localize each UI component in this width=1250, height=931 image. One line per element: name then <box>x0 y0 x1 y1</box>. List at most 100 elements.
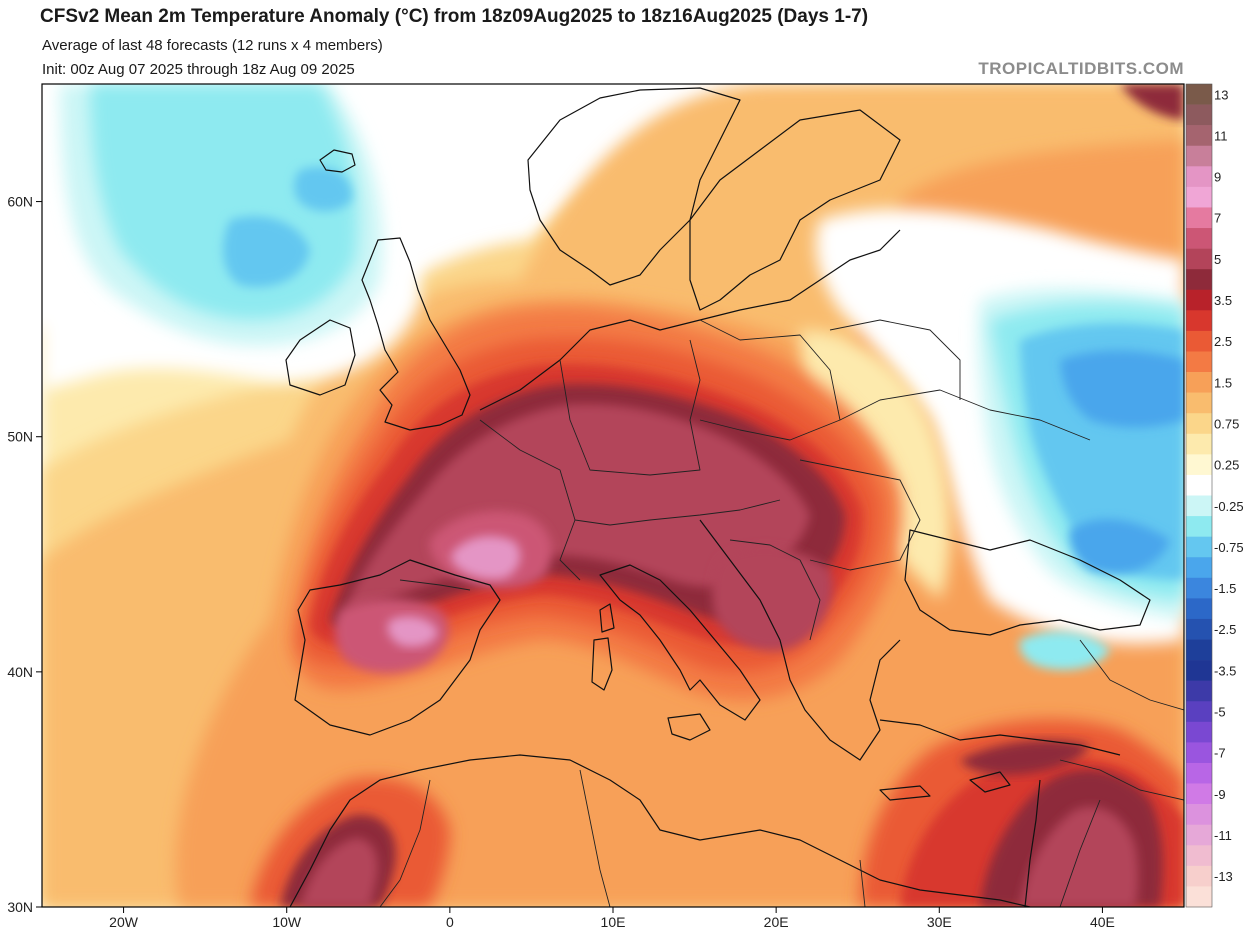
anomaly-zone-moderate-cool-iceland <box>294 166 353 212</box>
colorbar-bin <box>1186 392 1212 414</box>
colorbar-bin <box>1186 413 1212 435</box>
colorbar-bin <box>1186 454 1212 476</box>
colorbar-bin <box>1186 762 1212 784</box>
colorbar-bin <box>1186 639 1212 661</box>
colorbar-bin <box>1186 330 1212 352</box>
colorbar-bin <box>1186 166 1212 188</box>
coastline-sardinia <box>591 637 613 691</box>
anomaly-field <box>42 84 1184 907</box>
colorbar-bin <box>1186 207 1212 229</box>
colorbar-bin <box>1186 289 1212 311</box>
lon-tick-label: 30E <box>927 914 952 930</box>
coastline-italy <box>599 564 761 721</box>
colorbar-label: 11 <box>1214 128 1228 143</box>
coastline-ireland <box>285 319 356 396</box>
map-subtitle: Average of last 48 forecasts (12 runs x … <box>42 37 383 54</box>
border-alps <box>574 499 781 526</box>
map-frame <box>42 84 1184 907</box>
lat-tick-label: 30N <box>7 899 33 915</box>
coastline-cyprus <box>969 771 1011 793</box>
anomaly-zone-extreme-peak-france <box>451 536 521 580</box>
anomaly-zone-hot-turkey <box>960 740 1090 775</box>
colorbar-label: 13 <box>1214 87 1228 102</box>
colorbar-label: 9 <box>1214 170 1221 185</box>
colorbar-bin <box>1186 865 1212 887</box>
lat-tick-label: 60N <box>7 194 33 210</box>
coastline-iceland <box>319 149 356 173</box>
longitude-axis: 20W 10W 0 10E 20E 30E 40E <box>109 907 1115 930</box>
colorbar-bin <box>1186 104 1212 126</box>
init-line: Init: 00z Aug 07 2025 through 18z Aug 09… <box>42 61 355 78</box>
border-syria <box>1059 759 1184 801</box>
colorbar-bin <box>1186 824 1212 846</box>
colorbar-bin <box>1186 145 1212 167</box>
border-germany <box>559 339 701 476</box>
colorbar-label: 5 <box>1214 252 1221 267</box>
colorbar-label: -1.5 <box>1214 581 1236 596</box>
lat-tick-label: 40N <box>7 664 33 680</box>
lon-tick-label: 20W <box>109 914 139 930</box>
colorbar-label: 0.75 <box>1214 416 1239 431</box>
colorbar-bin <box>1186 618 1212 640</box>
colorbar-bin <box>1186 495 1212 517</box>
anomaly-zone-very-hot-morocco <box>300 838 378 907</box>
lon-tick-label: 10E <box>601 914 626 930</box>
colorbar-bin <box>1186 248 1212 270</box>
coastline-turkey-south <box>879 719 1121 756</box>
lon-tick-label: 10W <box>272 914 302 930</box>
colorbar-bin <box>1186 845 1212 867</box>
border-belarus <box>829 319 961 400</box>
national-borders <box>379 319 1184 907</box>
coastline-corsica <box>599 603 615 633</box>
colorbar-label: -0.25 <box>1214 499 1244 514</box>
border-libya-egypt <box>859 859 866 907</box>
colorbar-border <box>1185 83 1213 908</box>
coastline-crete <box>879 785 931 801</box>
header: CFSv2 Mean 2m Temperature Anomaly (°C) f… <box>0 0 1250 84</box>
colorbar-bin <box>1186 680 1212 702</box>
colorbar-bin <box>1186 886 1212 908</box>
colorbar-bin <box>1186 536 1212 558</box>
anomaly-zone-strong-cool-east <box>1060 350 1184 428</box>
lon-tick-label: 40E <box>1090 914 1115 930</box>
anomaly-zone-strong-cool-black-sea <box>1069 519 1170 574</box>
colorbar-bin <box>1186 351 1212 373</box>
colorbar-label: 1.5 <box>1214 375 1232 390</box>
colorbar-bin <box>1186 474 1212 496</box>
colorbar-label: 2.5 <box>1214 334 1232 349</box>
colorbar-label: -7 <box>1214 746 1226 761</box>
border-france-spain <box>399 579 471 591</box>
coastline-great-britain <box>361 237 471 431</box>
coastline-levant <box>1024 779 1041 907</box>
coastlines-and-borders <box>285 87 1184 907</box>
lat-tick-label: 50N <box>7 429 33 445</box>
border-balkans-inner <box>729 539 821 641</box>
colorbar-bin <box>1186 433 1212 455</box>
anomaly-zone-hot-far-northeast <box>1120 84 1184 120</box>
anomaly-zone-extreme-peak-iberia <box>387 616 438 647</box>
border-iraq <box>1059 799 1101 907</box>
lon-tick-label: 0 <box>446 914 454 930</box>
colorbar-bin <box>1186 310 1212 332</box>
colorbar-label: -3.5 <box>1214 663 1236 678</box>
coastline-balkans <box>699 519 901 761</box>
border-turkey-east <box>1079 639 1184 711</box>
colorbar-bin <box>1186 186 1212 208</box>
coastline-black-sea <box>904 529 1151 636</box>
colorbar-label: -5 <box>1214 705 1226 720</box>
colorbar-label: 0.25 <box>1214 458 1239 473</box>
anomaly-zone-very-hot-levant <box>1020 806 1139 907</box>
anomaly-zone-hot-balkans <box>712 547 833 651</box>
colorbar-bin <box>1186 125 1212 147</box>
colorbar-label: -2.5 <box>1214 622 1236 637</box>
colorbar-bin <box>1186 84 1212 105</box>
colorbar-bin <box>1186 721 1212 743</box>
colorbar-label: -9 <box>1214 787 1226 802</box>
coastline-sicily <box>667 713 711 741</box>
brand-watermark[interactable]: TROPICALTIDBITS.COM <box>978 59 1184 78</box>
colorbar-bin <box>1186 269 1212 291</box>
border-morocco-algeria <box>379 779 431 907</box>
colorbar-label: 3.5 <box>1214 293 1232 308</box>
coastline-iberia <box>294 559 501 736</box>
colorbar-label: -11 <box>1214 828 1232 843</box>
